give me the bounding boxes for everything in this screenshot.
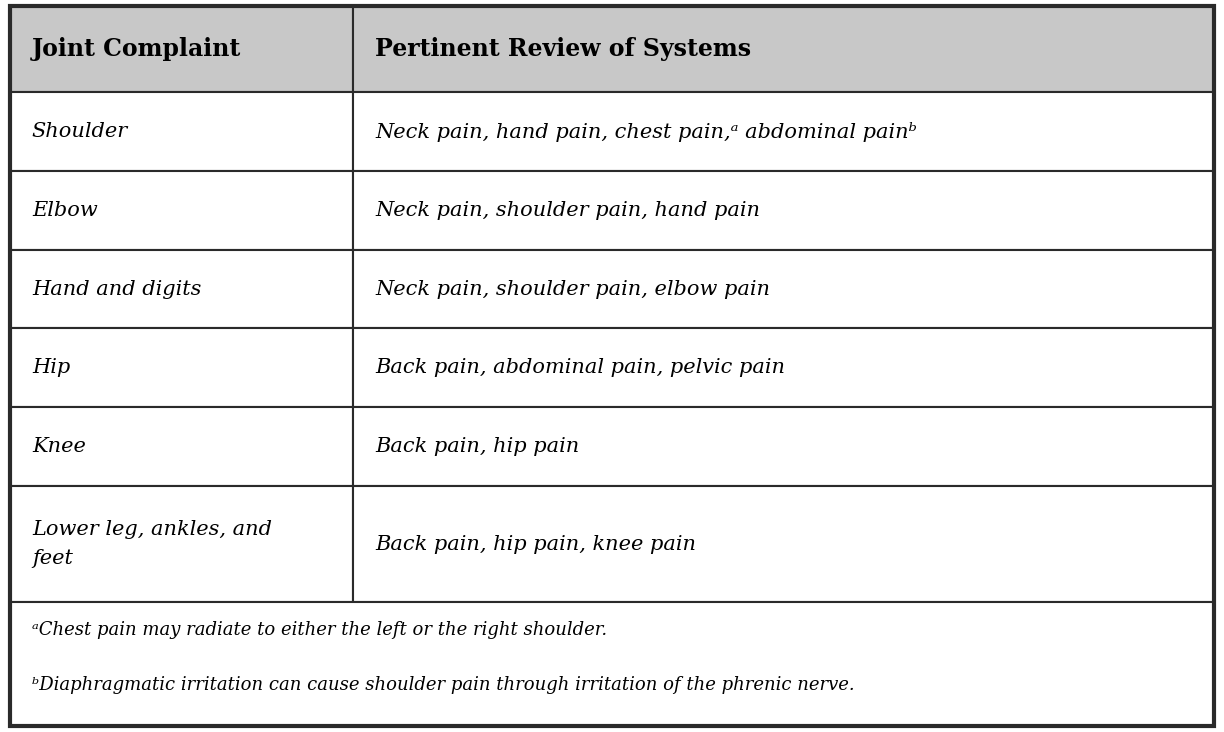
Bar <box>10 329 353 407</box>
Bar <box>10 92 353 171</box>
Bar <box>353 6 1214 92</box>
Text: feet: feet <box>32 549 72 568</box>
Bar <box>10 171 353 250</box>
Text: Hip: Hip <box>32 359 70 378</box>
Text: Lower leg, ankles, and: Lower leg, ankles, and <box>32 520 272 539</box>
Bar <box>10 486 353 602</box>
Bar <box>10 6 353 92</box>
Text: Back pain, hip pain: Back pain, hip pain <box>375 437 579 456</box>
Bar <box>353 92 1214 171</box>
Text: Pertinent Review of Systems: Pertinent Review of Systems <box>375 37 752 61</box>
Bar <box>10 407 353 486</box>
Bar <box>10 602 1214 726</box>
Text: Neck pain, shoulder pain, elbow pain: Neck pain, shoulder pain, elbow pain <box>375 280 770 299</box>
Text: Elbow: Elbow <box>32 201 98 220</box>
Text: Hand and digits: Hand and digits <box>32 280 201 299</box>
Bar <box>10 250 353 329</box>
Bar <box>353 486 1214 602</box>
Text: Back pain, abdominal pain, pelvic pain: Back pain, abdominal pain, pelvic pain <box>375 359 785 378</box>
Text: Shoulder: Shoulder <box>32 122 129 141</box>
Bar <box>353 407 1214 486</box>
Text: Neck pain, hand pain, chest pain,ᵃ abdominal painᵇ: Neck pain, hand pain, chest pain,ᵃ abdom… <box>375 122 917 141</box>
Text: ᵃChest pain may radiate to either the left or the right shoulder.: ᵃChest pain may radiate to either the le… <box>32 621 607 638</box>
Text: Knee: Knee <box>32 437 86 456</box>
Text: Joint Complaint: Joint Complaint <box>32 37 241 61</box>
Bar <box>353 329 1214 407</box>
Text: ᵇDiaphragmatic irritation can cause shoulder pain through irritation of the phre: ᵇDiaphragmatic irritation can cause shou… <box>32 676 854 694</box>
Bar <box>353 250 1214 329</box>
Bar <box>353 171 1214 250</box>
Text: Back pain, hip pain, knee pain: Back pain, hip pain, knee pain <box>375 534 696 553</box>
Text: Neck pain, shoulder pain, hand pain: Neck pain, shoulder pain, hand pain <box>375 201 760 220</box>
